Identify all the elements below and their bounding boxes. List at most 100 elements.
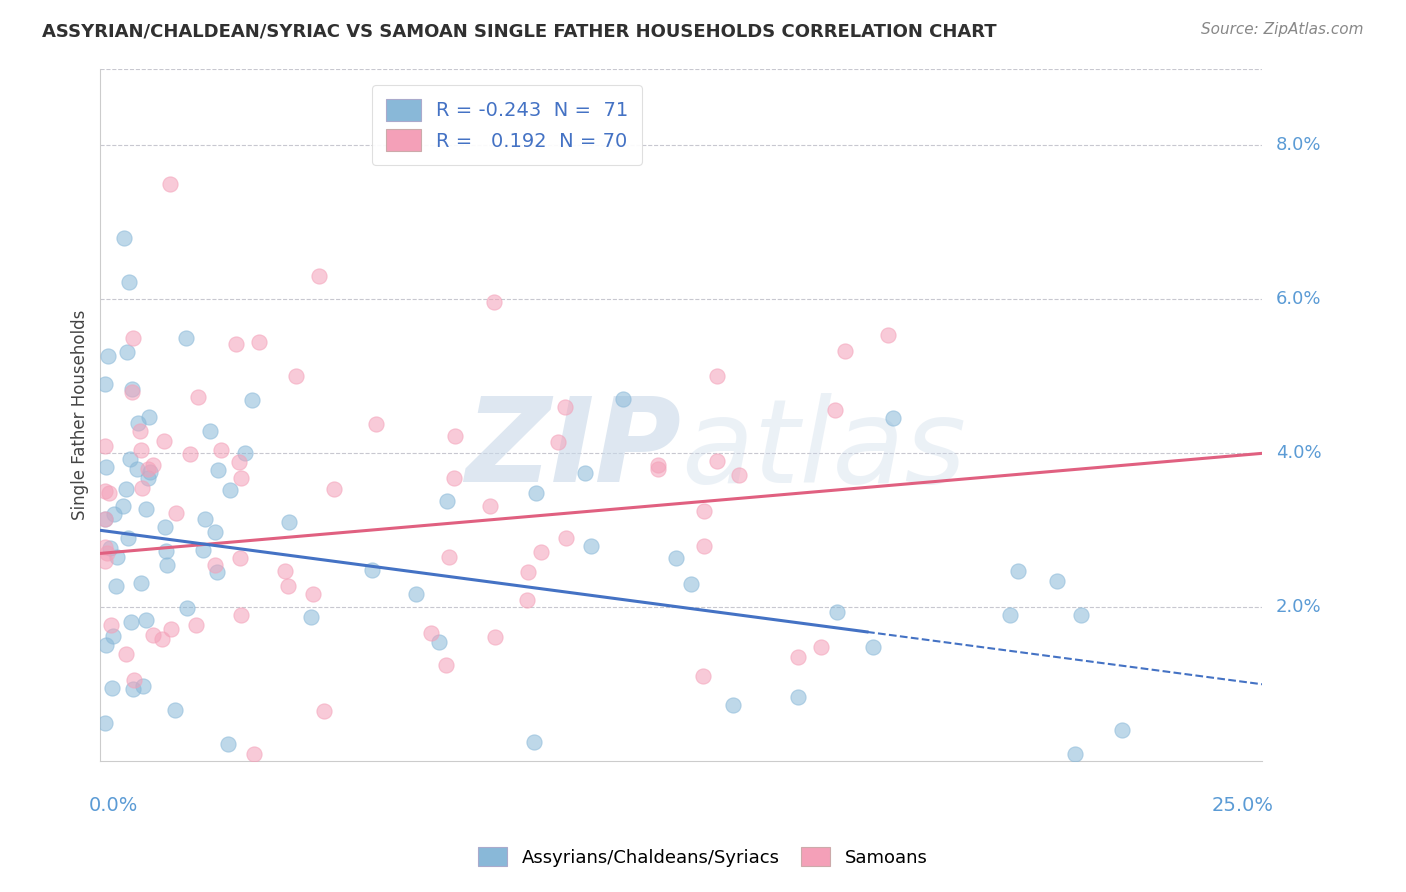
Point [141,458,163,472]
Point [94,554,117,568]
Point [186,617,208,632]
Point [121,384,143,399]
Point [523,735,546,749]
Point [240,392,263,407]
Point [1046,574,1069,588]
Point [420,626,443,640]
Point [998,608,1021,623]
Point [131,481,153,495]
Point [824,402,846,417]
Point [366,417,388,431]
Point [444,429,467,443]
Point [94,540,117,554]
Point [115,648,138,662]
Point [98,486,121,500]
Point [277,579,299,593]
Point [302,587,325,601]
Point [217,737,239,751]
Point [284,369,307,384]
Point [117,531,139,545]
Text: ZIP: ZIP [465,392,681,507]
Point [96,546,118,560]
Point [312,704,335,718]
Point [436,493,458,508]
Point [209,442,232,457]
Point [118,276,141,290]
Point [136,471,159,485]
Point [94,512,117,526]
Point [112,500,135,514]
Point [810,640,832,655]
Point [94,638,117,652]
Point [484,294,506,309]
Point [129,424,152,438]
Point [191,543,214,558]
Text: 6.0%: 6.0% [1275,291,1322,309]
Point [524,486,547,500]
Text: Source: ZipAtlas.com: Source: ZipAtlas.com [1201,22,1364,37]
Point [127,416,149,430]
Point [1070,607,1092,622]
Point [163,703,186,717]
Text: 25.0%: 25.0% [1212,796,1274,815]
Point [176,331,198,345]
Legend: R = -0.243  N =  71, R =   0.192  N = 70: R = -0.243 N = 71, R = 0.192 N = 70 [373,85,643,165]
Point [105,549,128,564]
Point [122,681,145,696]
Point [647,458,669,473]
Point [693,504,716,518]
Point [299,610,322,624]
Point [579,539,602,553]
Text: ASSYRIAN/CHALDEAN/SYRIAC VS SAMOAN SINGLE FATHER HOUSEHOLDS CORRELATION CHART: ASSYRIAN/CHALDEAN/SYRIAC VS SAMOAN SINGL… [42,22,997,40]
Point [647,461,669,475]
Point [721,698,744,712]
Point [225,337,247,351]
Point [120,615,142,630]
Point [439,550,461,565]
Point [94,459,117,474]
Point [693,539,716,553]
Point [547,435,569,450]
Legend: Assyrians/Chaldeans/Syriacs, Samoans: Assyrians/Chaldeans/Syriacs, Samoans [471,840,935,874]
Point [229,607,252,622]
Point [242,747,264,761]
Point [155,519,177,533]
Point [142,627,165,641]
Point [112,231,135,245]
Point [574,466,596,480]
Point [129,442,152,457]
Point [114,482,136,496]
Point [233,446,256,460]
Point [94,376,117,391]
Point [204,525,226,540]
Text: 8.0%: 8.0% [1275,136,1322,154]
Point [277,515,299,529]
Point [101,681,124,695]
Point [150,632,173,647]
Point [1111,723,1133,738]
Point [825,605,848,619]
Text: atlas: atlas [681,392,966,507]
Point [706,368,728,383]
Point [97,350,120,364]
Point [516,593,538,607]
Point [135,502,157,516]
Point [135,613,157,627]
Point [122,331,145,345]
Point [155,544,177,558]
Point [103,507,125,521]
Y-axis label: Single Father Households: Single Father Households [72,310,89,520]
Point [94,483,117,498]
Point [679,577,702,591]
Text: 4.0%: 4.0% [1275,444,1322,462]
Point [427,634,450,648]
Point [787,690,810,705]
Point [138,409,160,424]
Point [665,551,688,566]
Point [728,468,751,483]
Point [323,483,346,497]
Point [1007,564,1029,578]
Point [219,483,242,498]
Point [308,269,330,284]
Point [205,565,228,579]
